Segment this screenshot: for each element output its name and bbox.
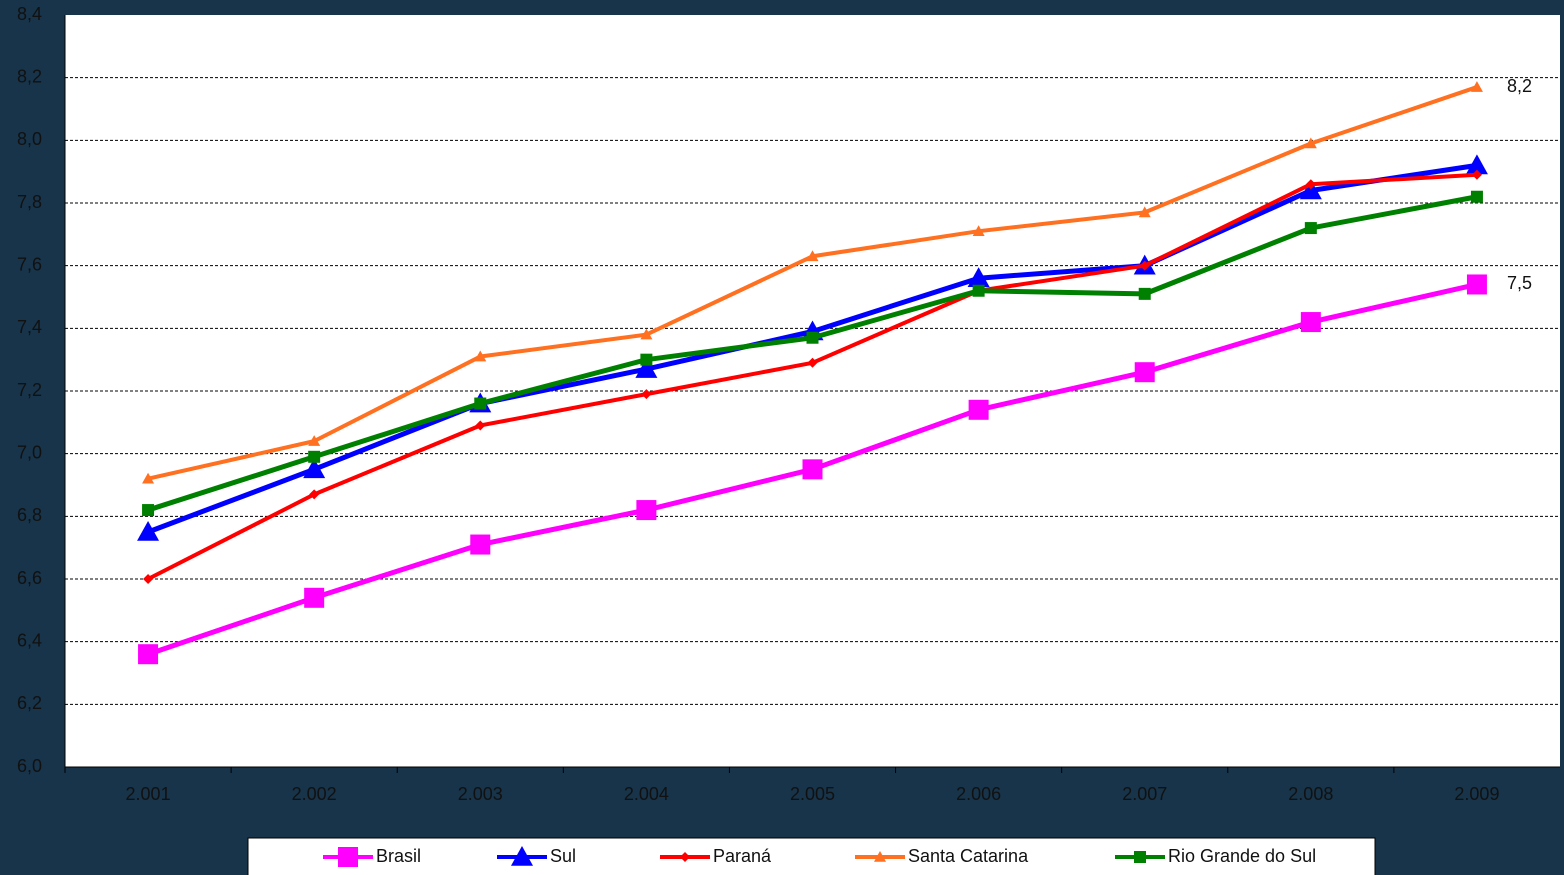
marker (1304, 222, 1317, 235)
marker (967, 267, 990, 287)
marker (1134, 851, 1146, 863)
y-tick-label: 7,0 (17, 442, 42, 462)
marker (138, 644, 159, 665)
marker (474, 350, 487, 362)
marker (1138, 206, 1151, 218)
x-tick-label: 2.005 (790, 784, 835, 804)
marker (972, 284, 985, 297)
marker (142, 472, 155, 484)
marker (806, 331, 819, 344)
marker (1300, 312, 1321, 333)
marker (303, 458, 326, 479)
marker (1465, 154, 1488, 175)
legend-label: Brasil (376, 846, 421, 866)
y-tick-label: 8,4 (17, 4, 42, 24)
marker (807, 357, 818, 368)
marker (1134, 362, 1155, 383)
marker (1470, 190, 1483, 203)
x-tick-label: 2.007 (1122, 784, 1167, 804)
marker (142, 504, 155, 517)
y-tick-label: 7,2 (17, 380, 42, 400)
marker (1138, 287, 1151, 300)
y-tick-label: 6,0 (17, 756, 42, 776)
marker (338, 847, 358, 867)
marker (640, 353, 653, 366)
marker (308, 435, 321, 446)
marker (636, 500, 657, 521)
x-tick-label: 2.009 (1454, 784, 1499, 804)
marker (475, 420, 486, 431)
marker (470, 534, 491, 555)
marker (968, 399, 989, 420)
y-tick-label: 6,2 (17, 693, 42, 713)
marker (1299, 179, 1322, 200)
legend-label: Sul (550, 846, 576, 866)
marker (802, 459, 823, 480)
legend (247, 837, 1376, 875)
y-tick-label: 6,8 (17, 505, 42, 525)
x-tick-label: 2.004 (624, 784, 669, 804)
y-tick-label: 6,4 (17, 630, 42, 650)
x-tick-label: 2.001 (126, 784, 171, 804)
marker (1305, 179, 1316, 190)
legend-label: Paraná (713, 846, 772, 866)
x-tick-label: 2.008 (1288, 784, 1333, 804)
marker (1466, 274, 1487, 295)
marker (1304, 137, 1317, 149)
legend-label: Santa Catarina (908, 846, 1029, 866)
y-tick-label: 7,4 (17, 317, 42, 337)
marker (1470, 81, 1483, 92)
marker (308, 450, 321, 463)
legend-label: Rio Grande do Sul (1168, 846, 1316, 866)
marker (143, 574, 154, 584)
y-tick-label: 7,6 (17, 254, 42, 274)
x-tick-label: 2.006 (956, 784, 1001, 804)
y-tick-label: 8,2 (17, 66, 42, 86)
marker (474, 397, 487, 410)
marker (304, 587, 325, 608)
marker (137, 521, 160, 541)
x-tick-label: 2.002 (292, 784, 337, 804)
y-tick-label: 7,8 (17, 192, 42, 212)
data-label: 8,2 (1507, 76, 1532, 96)
marker (641, 389, 652, 400)
y-tick-label: 6,6 (17, 568, 42, 588)
y-tick-label: 8,0 (17, 129, 42, 149)
marker (309, 489, 320, 500)
marker (680, 852, 690, 862)
marker (511, 846, 533, 866)
marker (640, 328, 653, 340)
marker (874, 851, 886, 862)
marker (806, 250, 819, 262)
marker (972, 225, 985, 236)
marker (1139, 260, 1150, 271)
x-tick-label: 2.003 (458, 784, 503, 804)
marker (1471, 169, 1482, 180)
marker (635, 358, 658, 378)
data-label: 7,5 (1507, 273, 1532, 293)
